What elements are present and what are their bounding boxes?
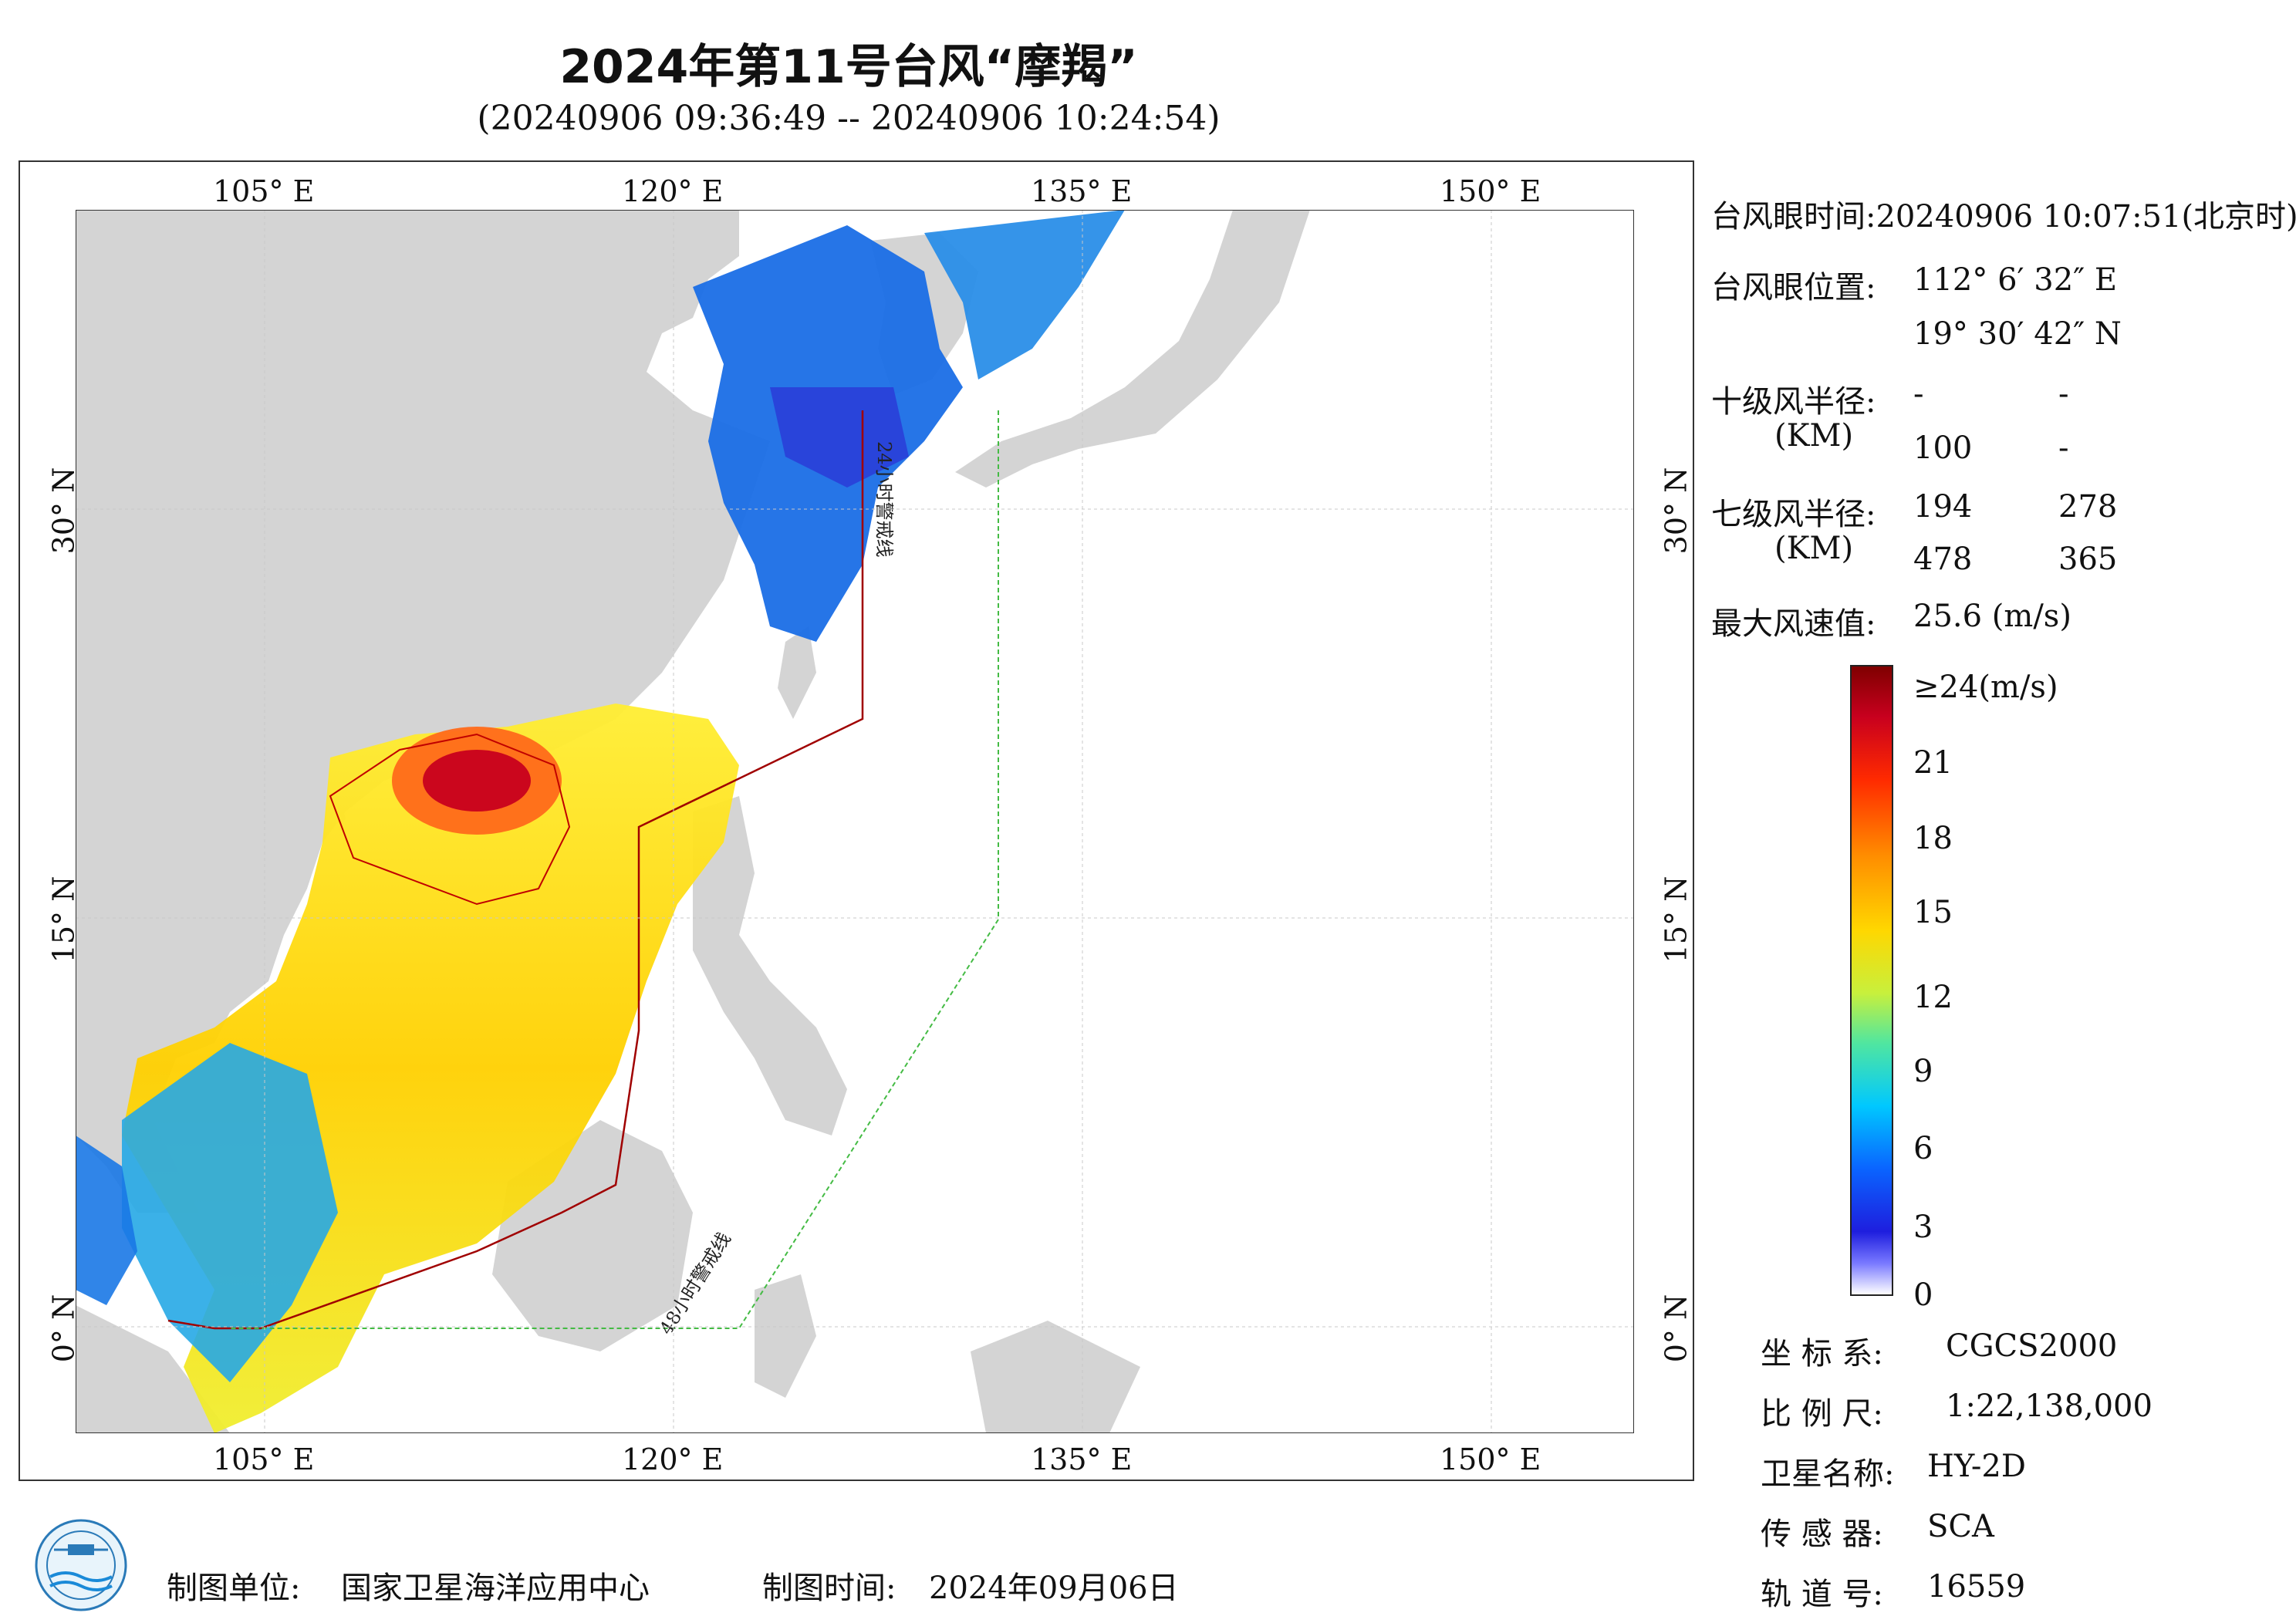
lon-tick-bottom-105: 105° E [213,1442,315,1476]
wind-swath-northeast [924,210,1125,380]
wind-radius-outline [329,733,571,906]
r7-value-nw: 365 [2058,542,2118,577]
max-wind-value: 25.6 (m/s) [1913,599,2071,634]
satellite-value: HY-2D [1927,1449,2026,1484]
colorbar-label-21: 21 [1913,745,1953,781]
typhoon-core-inner [423,750,531,812]
r10-value-nw: - [2058,430,2069,466]
colorbar-label-12: 12 [1913,980,1953,1015]
eye-lat: 19° 30′ 42″ N [1913,316,2122,352]
colorbar-label-6: 6 [1913,1131,1933,1166]
land-mainland-asia [76,210,770,1213]
footer-unit-label: 制图单位: [167,1571,301,1606]
lat-tick-right-0: 0° N [1659,1294,1693,1363]
footer-time-label: 制图时间: [762,1571,896,1606]
wind-swath-north-core [770,387,909,488]
r7-value-sw: 478 [1913,542,1973,577]
r7-label: 七级风半径: [1711,497,1876,532]
wind-swath-west [76,1135,137,1305]
max-wind-label: 最大风速值: [1711,606,1876,642]
coord-value: CGCS2000 [1946,1328,2118,1364]
lon-tick-bottom-135: 135° E [1031,1442,1133,1476]
colorbar-label-15: 15 [1913,895,1953,930]
colorbar-label-0: 0 [1913,1277,1933,1313]
sensor-value: SCA [1927,1509,1994,1544]
wind-swath-south-edge [122,1043,338,1382]
footer-time-value: 2024年09月06日 [929,1571,1179,1606]
scale-label: 比 例 尺: [1761,1396,1883,1432]
eye-pos-label: 台风眼位置: [1711,270,1876,305]
colorbar-label-3: 3 [1913,1210,1933,1245]
warning-line-24h-label: 24小时警戒线 [873,441,895,558]
lat-tick-right-30: 30° N [1659,467,1693,555]
lon-tick-top-135: 135° E [1031,174,1133,208]
nsoas-logo-icon [35,1519,127,1611]
lon-tick-top-150: 150° E [1440,174,1541,208]
orbit-value: 16559 [1927,1569,2026,1604]
lon-tick-top-120: 120° E [622,174,724,208]
warning-line-48h [230,410,999,1329]
r7-value-se: 278 [2058,489,2118,525]
eye-time-label: 台风眼时间: [1711,199,1876,235]
sensor-label: 传 感 器: [1761,1517,1883,1552]
land-philippines [693,796,847,1135]
map-canvas: 24小时警戒线 48小时警戒线 [76,210,1634,1433]
r7-unit: (KM) [1774,531,1854,566]
map-subtitle: (20240906 09:36:49 -- 20240906 10:24:54) [477,99,1221,138]
eye-time-value: 20240906 10:07:51(北京时) [1876,199,2296,235]
land-new-guinea [971,1321,1140,1433]
r10-unit: (KM) [1774,418,1854,454]
lon-tick-bottom-150: 150° E [1440,1442,1541,1476]
r10-value-sw: 100 [1913,430,1973,466]
colorbar-label-18: 18 [1913,821,1953,856]
footer-unit-value: 国家卫星海洋应用中心 [341,1571,650,1606]
coord-label: 坐 标 系: [1761,1336,1883,1372]
warning-line-24h [167,410,864,1330]
colorbar-label-9: 9 [1913,1054,1933,1089]
lat-tick-right-15: 15° N [1659,876,1693,963]
land-japan [955,210,1310,488]
land-taiwan [778,626,816,719]
eye-lon: 112° 6′ 32″ E [1913,262,2118,298]
scale-value: 1:22,138,000 [1946,1388,2152,1424]
land-sumatra [76,1305,230,1433]
map-frame [19,160,1694,1481]
r7-value-ne: 194 [1913,489,1973,525]
map-title: 2024年第11号台风“摩羯” [559,40,1138,94]
orbit-label: 轨 道 号: [1761,1577,1883,1612]
lon-tick-bottom-120: 120° E [622,1442,724,1476]
r10-value-ne: - [1913,376,1924,412]
wind-speed-colorbar [1850,665,1893,1296]
colorbar-label-24: ≥24(m/s) [1913,670,2058,705]
grid-lines [76,210,1634,1433]
land-sulawesi [755,1274,816,1398]
satellite-label: 卫星名称: [1761,1456,1895,1492]
lon-tick-top-105: 105° E [213,174,315,208]
eye-time-row: 台风眼时间:20240906 10:07:51(北京时) [1711,191,2296,236]
r10-value-se: - [2058,376,2069,412]
r10-label: 十级风半径: [1711,384,1876,420]
